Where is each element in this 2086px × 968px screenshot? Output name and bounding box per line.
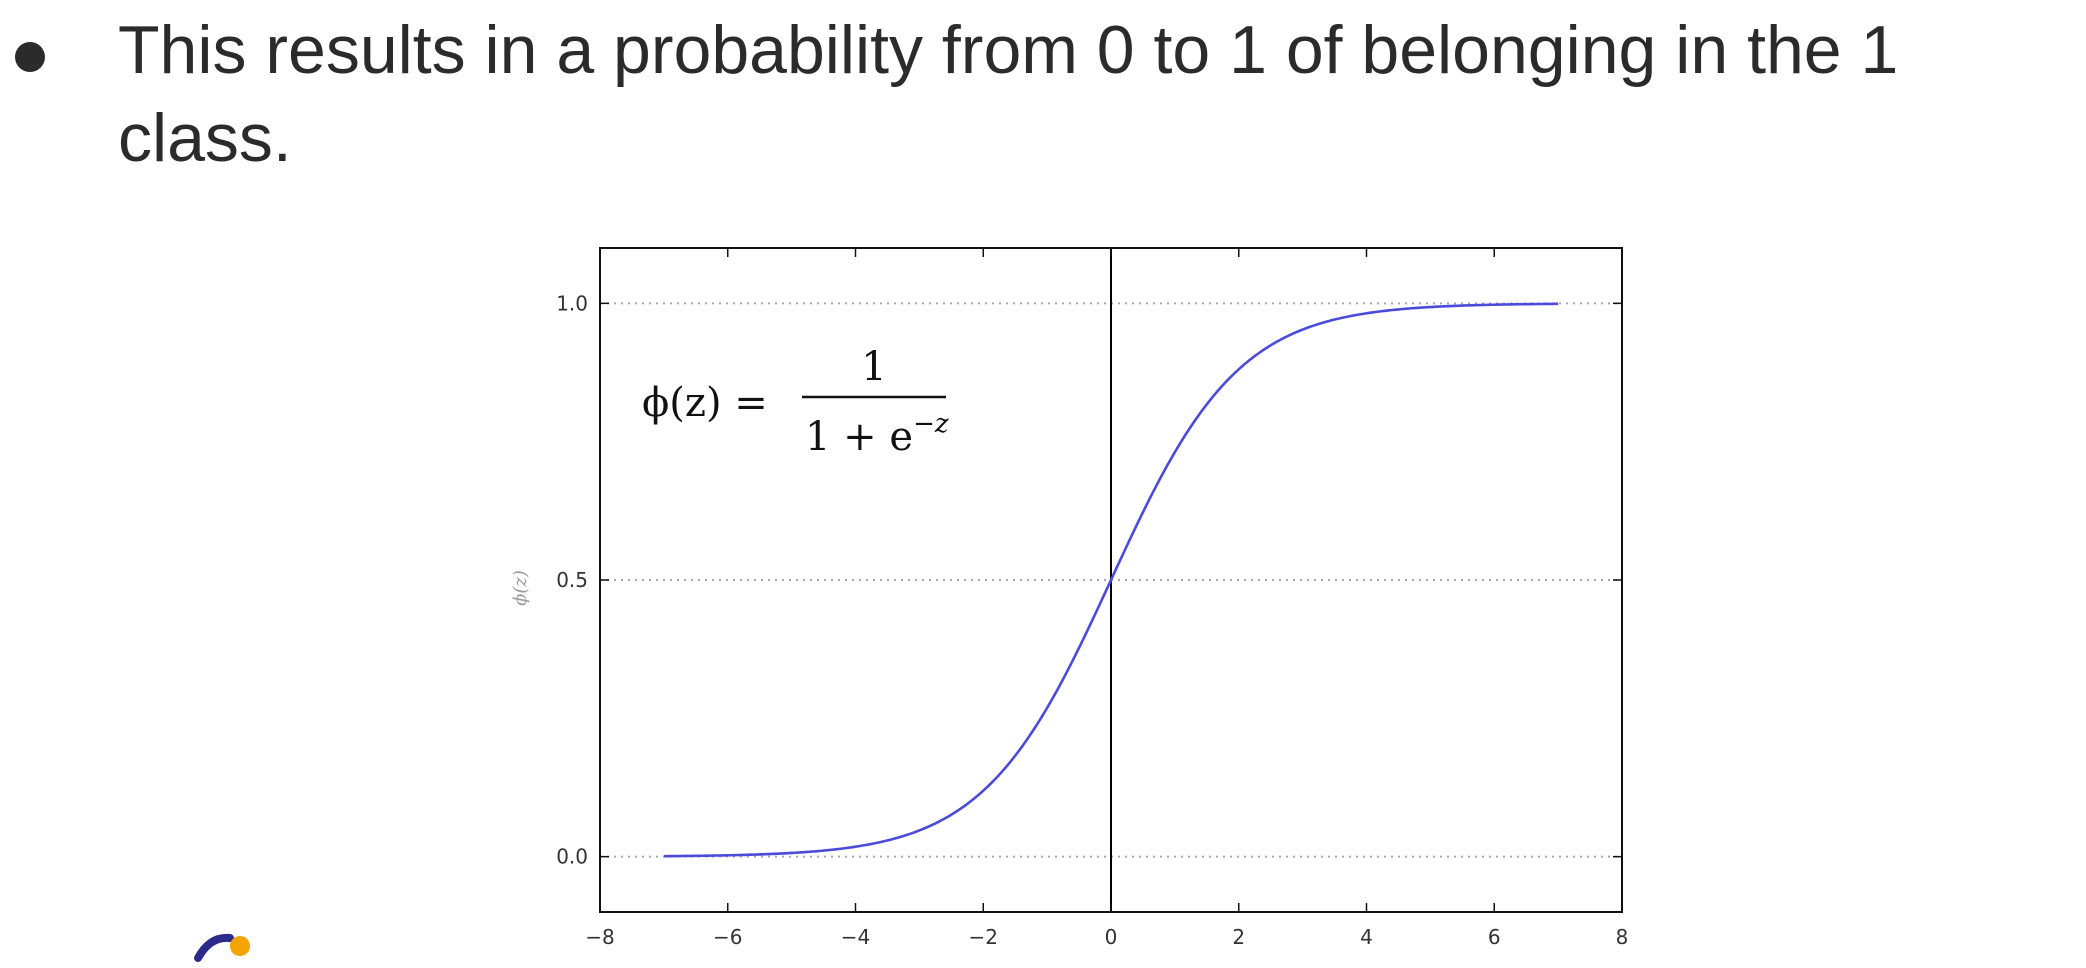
y-tick-labels: 0.0 0.5 1.0 [556,291,588,868]
x-tick-label-2: 2 [1232,925,1245,949]
y-tick-label-0.5: 0.5 [556,568,588,592]
x-tick-label-−8: −8 [585,925,614,949]
x-tick-label-0: 0 [1105,925,1118,949]
bullet-text: This results in a probability from 0 to … [118,12,1899,176]
formula-lhs: ϕ(z) = [642,380,768,426]
x-tick-label-−6: −6 [713,925,742,949]
x-tick-label-8: 8 [1616,925,1629,949]
formula: ϕ(z) = 1 1 + e−z [642,344,949,460]
y-tick-label-1.0: 1.0 [556,291,588,315]
bullet-point: This results in a probability from 0 to … [0,0,2086,190]
x-tick-label-4: 4 [1360,925,1373,949]
sigmoid-curve [663,302,1559,858]
formula-numerator: 1 [861,344,886,390]
x-tick-labels: −8 −6 −4 −2 0 2 4 6 8 [585,925,1628,949]
y-axis-label: ϕ(z) [510,570,531,606]
formula-denominator-base: 1 + e [805,414,913,460]
x-tick-label-6: 6 [1488,925,1501,949]
formula-denominator: 1 + e−z [805,409,949,460]
logo-icon [194,933,250,962]
y-tick-label-0.0: 0.0 [556,845,588,869]
axis-ticks [599,248,1623,912]
formula-exponent: −z [913,409,949,439]
x-tick-label-−4: −4 [841,925,870,949]
bullet-dot-icon [15,42,45,72]
x-tick-label-−2: −2 [969,925,998,949]
